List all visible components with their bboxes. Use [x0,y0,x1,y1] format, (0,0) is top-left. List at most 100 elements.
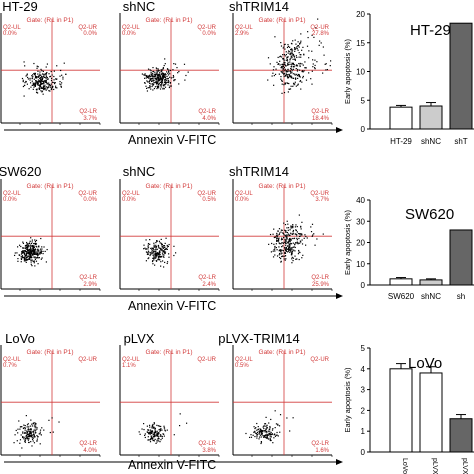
flow-event-dot [261,434,263,436]
flow-event-dot [154,251,156,253]
flow-event-dot [320,42,322,44]
flow-event-dot [280,70,282,73]
flow-event-dot [38,88,41,90]
flow-event-dot [284,255,286,257]
flow-event-dot [26,250,28,253]
bar-ytick-label: 2 [361,406,366,415]
flow-event-dot [290,68,293,70]
flow-event-dot [39,443,41,445]
flow-event-dot [166,79,168,82]
flow-event-dot [26,241,28,244]
flow-event-dot [22,436,24,438]
flow-event-dot [279,243,281,245]
flow-event-dot [41,80,44,82]
flow-event-dot [260,431,263,433]
flow-event-dot [144,434,146,436]
flow-event-dot [28,252,30,254]
flow-event-dot [302,46,304,48]
flow-event-dot [44,84,46,86]
quadrant-ur-value: 3.7% [315,197,329,203]
flow-event-dot [267,430,269,432]
flow-event-dot [291,53,293,55]
flow-event-dot [293,64,295,66]
flow-event-dot [282,47,284,49]
flow-event-dot [36,76,38,78]
flow-event-dot [287,45,290,47]
flow-event-dot [291,252,293,254]
flow-event-dot [37,84,39,86]
flow-event-dot [265,416,267,418]
flow-event-dot [291,76,293,78]
flow-event-dot [53,75,55,78]
flow-event-dot [284,70,286,72]
flow-event-dot [158,255,160,257]
flow-plot-2-2 [119,179,220,291]
flow-event-dot [49,75,52,78]
flow-event-dot [37,436,39,438]
flow-event-dot [292,232,294,234]
flow-event-dot [165,78,167,80]
flow-event-dot [287,52,289,54]
flow-event-dot [50,83,52,85]
flow-event-dot [23,257,26,260]
flow-event-dot [26,424,29,426]
flow-event-dot [274,426,276,429]
flow-event-dot [40,81,42,83]
flow-event-dot [169,69,172,72]
flow-event-dot [305,79,308,81]
flow-event-dot [35,88,37,91]
flow-event-dot [153,257,155,260]
flow-event-dot [36,91,38,94]
flow-event-dot [265,434,267,436]
flow-event-dot [161,429,163,431]
flow-event-dot [29,244,32,246]
flow-event-dot [268,434,270,436]
flow-event-dot [284,252,286,254]
flow-event-dot [38,84,40,86]
flow-event-dot [36,252,39,255]
flow-event-dot [150,88,152,90]
flow-event-dot [15,429,17,432]
flow-event-dot [42,81,45,83]
flow-event-dot [292,55,294,57]
flow-event-dot [41,427,43,429]
flow-event-dot [40,76,42,79]
flow-event-dot [26,259,28,261]
flow-event-dot [259,434,262,436]
flow-event-dot [150,73,152,75]
flow-event-dot [39,253,41,255]
flow-event-dot [13,442,15,444]
flow-event-dot [149,85,151,87]
flow-event-dot [22,431,24,433]
flow-event-dot [31,80,33,82]
bar-ytick-label: 4 [361,365,366,374]
flow-event-dot [160,249,162,251]
flow-event-dot [146,75,148,77]
flow-event-dot [187,71,189,73]
flow-event-dot [290,71,292,73]
flow-event-dot [152,84,154,86]
flow-event-dot [300,42,302,44]
flow-event-dot [157,255,160,257]
flow-event-dot [164,86,167,88]
flow-event-dot [13,254,16,257]
flow-event-dot [154,438,156,440]
flow-event-dot [274,73,277,76]
flow-event-dot [292,82,295,84]
flow-event-dot [36,67,38,69]
flow-event-dot [26,432,28,434]
flow-event-dot [48,83,50,86]
bar-ytick-label: 20 [356,239,365,248]
flow-event-dot [284,55,286,57]
flow-event-dot [168,70,170,72]
flow-event-dot [311,235,313,237]
flow-event-dot [279,56,281,58]
flow-event-dot [21,252,23,254]
flow-event-dot [278,242,280,244]
flow-event-dot [163,435,165,437]
flow-event-dot [163,74,165,76]
flow-event-dot [42,77,44,79]
flow-event-dot [30,441,32,443]
flow-plot-3-1 [0,345,101,457]
flow-event-dot [175,252,177,254]
